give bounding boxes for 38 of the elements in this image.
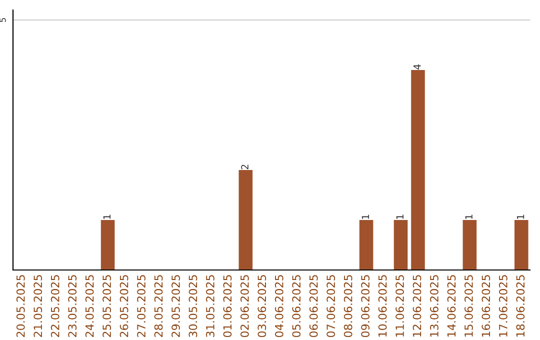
x-tick-label: 21.05.2025 bbox=[34, 275, 42, 337]
x-tick-label: 09.06.2025 bbox=[361, 275, 370, 338]
x-tick-label: 12.06.2025 bbox=[412, 275, 422, 337]
x-tick-label: 01.06.2025 bbox=[223, 275, 232, 338]
x-tick-label: 27.05.2025 bbox=[137, 275, 146, 337]
x-tick-label: 02.06.2025 bbox=[240, 275, 249, 338]
x-tick-label: 11.06.2025 bbox=[396, 275, 404, 337]
x-tick-label: 24.05.2025 bbox=[85, 275, 94, 337]
x-tick-label: 04.06.2025 bbox=[274, 275, 284, 338]
x-tick-label: 13.06.2025 bbox=[430, 275, 438, 337]
x-tick-label: 05.06.2025 bbox=[292, 275, 301, 338]
data-label: 4 bbox=[414, 64, 421, 70]
data-label: 1 bbox=[465, 214, 472, 219]
x-tick-label: 10.06.2025 bbox=[378, 275, 387, 337]
x-tick-label: 17.06.2025 bbox=[498, 275, 508, 337]
x-tick-label: 31.05.2025 bbox=[206, 275, 214, 337]
x-tick-label: 14.06.2025 bbox=[447, 275, 456, 337]
data-label: 1 bbox=[516, 214, 524, 219]
x-tick-label: 25.05.2025 bbox=[102, 275, 112, 337]
x-tick-label: 20.05.2025 bbox=[16, 275, 25, 337]
x-tick-label: 29.05.2025 bbox=[172, 275, 180, 337]
x-tick-label: 03.06.2025 bbox=[258, 275, 266, 338]
x-tick-label: 07.06.2025 bbox=[326, 275, 336, 338]
data-label: 1 bbox=[396, 214, 404, 219]
data-label: 1 bbox=[103, 214, 110, 219]
x-tick-label: 08.06.2025 bbox=[344, 275, 352, 338]
data-label: 1 bbox=[362, 214, 369, 219]
data-label: 2 bbox=[241, 164, 248, 170]
x-tick-label: 23.05.2025 bbox=[68, 275, 77, 337]
x-tick-label: 28.05.2025 bbox=[154, 275, 163, 337]
x-tick-label: 30.05.2025 bbox=[188, 275, 198, 337]
y-tick-label: 5 bbox=[0, 18, 6, 22]
x-tick-label: 15.06.2025 bbox=[464, 275, 473, 337]
x-tick-label: 06.06.2025 bbox=[309, 275, 318, 338]
x-tick-label: 26.05.2025 bbox=[120, 275, 128, 337]
x-tick-label: 22.05.2025 bbox=[50, 275, 60, 337]
x-tick-label: 18.06.2025 bbox=[516, 275, 525, 337]
x-tick-label: 16.06.2025 bbox=[482, 275, 490, 337]
